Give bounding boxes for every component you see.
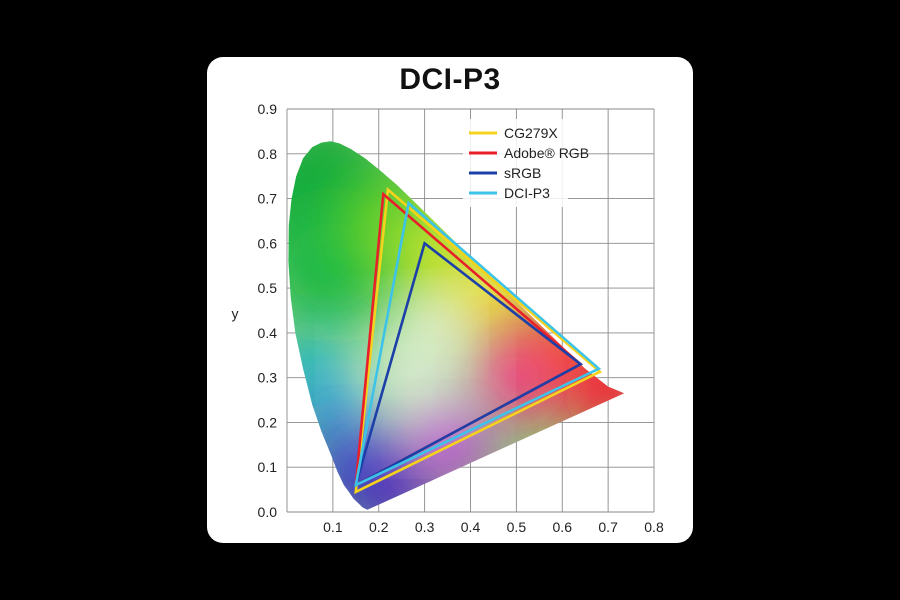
legend-label: CG279X xyxy=(504,125,558,141)
y-tick-label: 0.9 xyxy=(258,101,278,117)
legend-label: DCI-P3 xyxy=(504,185,550,201)
x-tick-label: 0.7 xyxy=(598,519,618,535)
x-tick-label: 0.5 xyxy=(507,519,527,535)
legend: CG279X Adobe® RGB sRGB DCI-P3 xyxy=(463,119,589,207)
gamut-triangles xyxy=(353,186,603,495)
y-tick-label: 0.7 xyxy=(258,191,278,207)
y-tick-label: 0.6 xyxy=(258,235,278,251)
y-tick-label: 0.4 xyxy=(258,325,278,341)
y-tick-label: 0.3 xyxy=(258,370,278,386)
gamut-triangle-cg279x xyxy=(354,186,603,495)
x-tick-label: 0.6 xyxy=(553,519,573,535)
chart-title: DCI-P3 xyxy=(399,63,501,96)
x-tick-label: 0.1 xyxy=(323,519,343,535)
x-tick-label: 0.8 xyxy=(644,519,664,535)
gamut-triangle-srgb xyxy=(353,241,583,488)
x-tick-label: 0.2 xyxy=(369,519,389,535)
spectral-locus xyxy=(288,141,625,510)
legend-label: sRGB xyxy=(504,165,541,181)
y-tick-label: 0.1 xyxy=(258,459,278,475)
y-tick-label: 0.0 xyxy=(258,504,278,520)
x-tick-label: 0.4 xyxy=(461,519,481,535)
color-fill xyxy=(288,141,625,510)
chart-card: DCI-P3 0.0 0.1 0.2 0.3 0.4 0.5 0.6 0.7 0.8 0.9 0.1… xyxy=(207,57,693,543)
gamut-triangle-dci-p3 xyxy=(354,200,602,488)
y-tick-label: 0.5 xyxy=(258,280,278,296)
y-tick-label: 0.8 xyxy=(258,146,278,162)
y-tick-label: 0.2 xyxy=(258,414,278,430)
y-axis-label: y xyxy=(232,306,239,322)
legend-label: Adobe® RGB xyxy=(504,145,589,161)
gamut-chart: 0.0 0.1 0.2 0.3 0.4 0.5 0.6 0.7 0.8 0.9 0.1 0.2 0.3 0… xyxy=(232,101,664,535)
x-tick-label: 0.3 xyxy=(415,519,435,535)
tick-labels: 0.0 0.1 0.2 0.3 0.4 0.5 0.6 0.7 0.8 0.9 0.1 0.2 0.3 0… xyxy=(258,101,664,535)
